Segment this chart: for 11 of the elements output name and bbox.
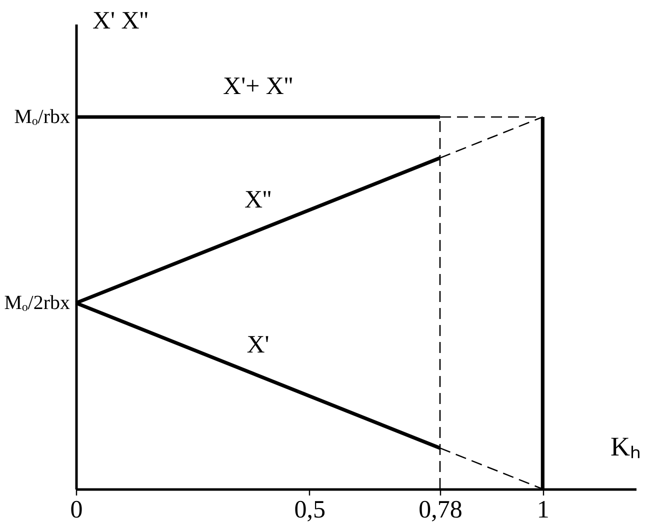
series-label: X'': [244, 186, 272, 214]
x-axis-title: Kₕ: [610, 432, 641, 462]
x-tick-label: 0,5: [294, 496, 326, 524]
x-tick-label: 0,78: [418, 496, 462, 524]
series-label: X': [246, 332, 270, 359]
x-tick-label: 1: [536, 496, 550, 524]
x-tick-label: 0: [70, 496, 83, 524]
series-label: X'+ X'': [223, 73, 293, 100]
annotation: Mₒ/2rbx: [4, 292, 70, 314]
annotation: Mₒ/rbx: [14, 106, 70, 128]
y-axis-title: X' X'': [92, 8, 148, 34]
